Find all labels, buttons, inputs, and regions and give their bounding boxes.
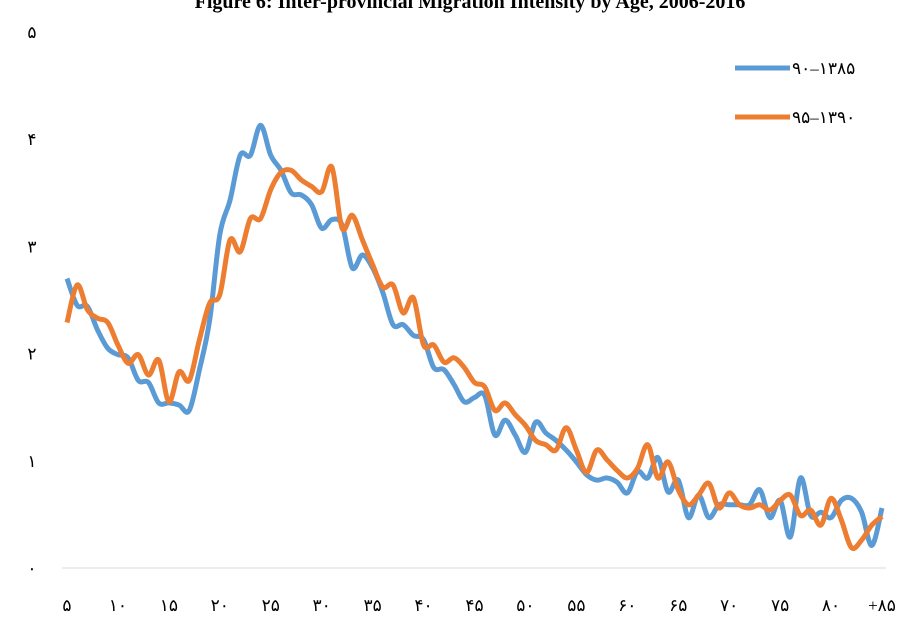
x-tick-label: +۸۵ (868, 596, 896, 615)
y-tick-label: ۰ (27, 559, 36, 578)
y-tick-label: ۲ (27, 345, 36, 364)
series-line (64, 122, 885, 548)
x-tick-label: ۱۰ (109, 596, 127, 615)
x-tick-label: ۸۰ (822, 596, 840, 615)
x-tick-label: ۱۵ (160, 596, 178, 615)
x-tick-label: ۵ (62, 596, 71, 615)
x-tick-label: ۷۵ (771, 596, 789, 615)
y-tick-label: ۵ (27, 23, 36, 42)
x-tick-label: ۴۰ (414, 596, 432, 615)
x-tick-label: ۷۰ (720, 596, 738, 615)
chart-title: Figure 6: Inter-provincial Migration Int… (195, 0, 746, 13)
x-tick-label: ۳۵ (363, 596, 381, 615)
x-tick-label: ۲۰ (211, 596, 229, 615)
series-line (64, 163, 884, 551)
x-tick-label: ۵۰ (516, 596, 534, 615)
legend-label: ۹۵–۱۳۹۰ (792, 108, 855, 127)
x-tick-label: ۴۵ (465, 596, 483, 615)
x-tick-label: ۵۵ (567, 596, 585, 615)
y-tick-label: ۴ (27, 130, 36, 149)
legend-label: ۹۰–۱۳۸۵ (792, 59, 855, 78)
y-tick-label: ۳ (27, 237, 36, 256)
y-tick-label: ۱ (27, 452, 36, 471)
x-tick-label: ۶۵ (669, 596, 687, 615)
x-tick-label: ۲۵ (262, 596, 280, 615)
x-tick-label: ۶۰ (618, 596, 636, 615)
x-tick-label: ۳۰ (313, 596, 331, 615)
